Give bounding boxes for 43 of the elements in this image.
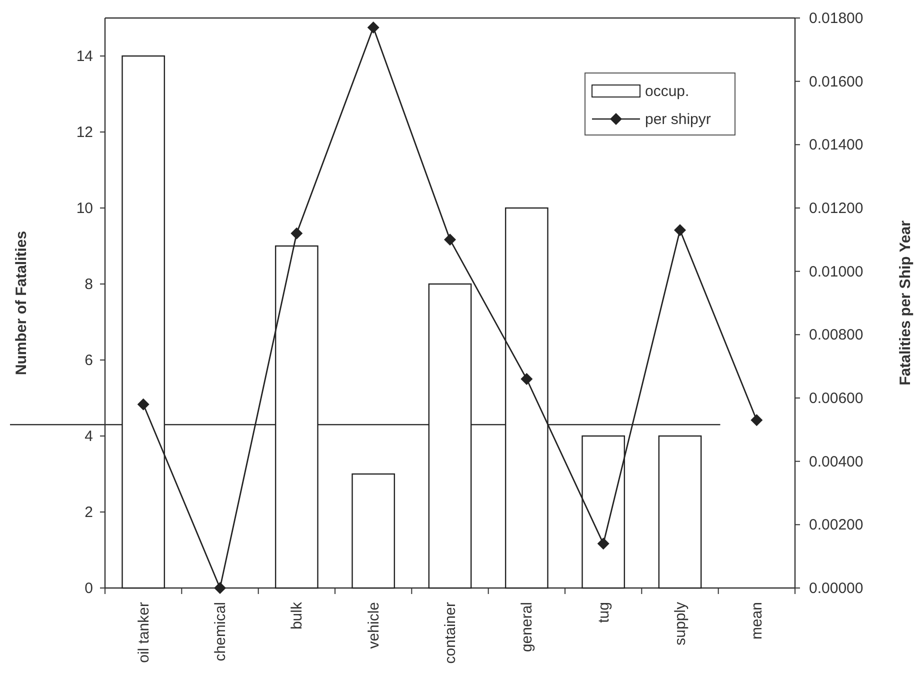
- point: [520, 373, 533, 385]
- point: [444, 234, 456, 246]
- x-tick-label: mean: [748, 602, 766, 640]
- y2-tick-label: 0.00200: [809, 516, 864, 534]
- x-tick-label: vehicle: [365, 602, 382, 649]
- point: [674, 224, 686, 236]
- x-tick-label: supply: [672, 602, 689, 646]
- y-tick-label: 14: [76, 48, 93, 65]
- y2-tick-label: 0.00400: [809, 453, 864, 470]
- y-tick-label: 2: [84, 504, 93, 521]
- y2-tick-label: 0.00600: [809, 390, 864, 407]
- y-tick-label: 6: [84, 352, 93, 369]
- y-axis-title: Number of Fatalities: [13, 230, 30, 376]
- y2-tick-label: 0.01000: [809, 263, 864, 280]
- bar: [428, 283, 472, 589]
- y-tick-label: 0: [84, 580, 93, 597]
- legend-label: per shipyr: [645, 111, 711, 128]
- point: [290, 227, 303, 240]
- y2-tick-label: 0.01400: [809, 136, 864, 154]
- point: [367, 22, 380, 34]
- bar: [352, 473, 396, 589]
- y-tick-label: 12: [76, 124, 93, 141]
- bar: [658, 435, 702, 589]
- x-tick-label: container: [442, 602, 459, 664]
- y2-tick-label: 0.00000: [809, 580, 864, 597]
- point: [750, 414, 763, 426]
- x-tick-label: tug: [595, 602, 612, 623]
- x-tick-label: chemical: [212, 602, 229, 662]
- y-tick-label: 10: [76, 200, 93, 217]
- x-tick-label: bulk: [288, 602, 306, 630]
- y2-tick-label: 0.00800: [809, 326, 864, 344]
- x-tick-label: oil tanker: [135, 602, 152, 663]
- y2-tick-label: 0.01800: [809, 10, 864, 27]
- point: [597, 538, 610, 550]
- y-tick-label: 4: [84, 428, 93, 445]
- y2-tick-label: 0.01200: [809, 200, 864, 217]
- y2-axis-title: Fatalities per Ship Year: [897, 220, 914, 386]
- legend-label: occup.: [645, 83, 690, 100]
- y-tick-label: 8: [84, 276, 93, 293]
- y2-tick-label: 0.01600: [809, 73, 864, 90]
- x-tick-label: general: [518, 602, 536, 652]
- point: [214, 582, 226, 594]
- point: [137, 398, 150, 410]
